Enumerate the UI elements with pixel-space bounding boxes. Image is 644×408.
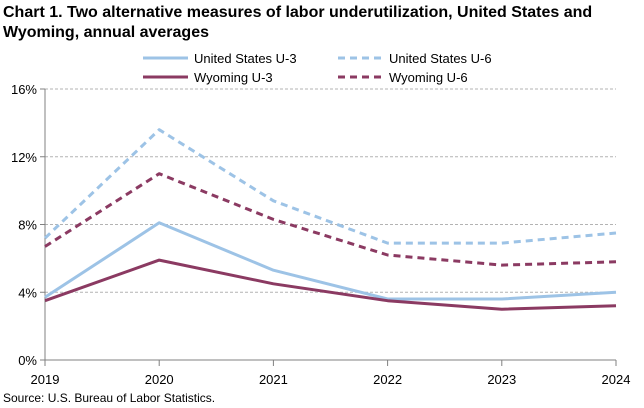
x-tick-labels: 2019 2020 2021 2022 2023 2024 (31, 372, 631, 387)
x-tick-label-2024: 2024 (602, 372, 631, 387)
x-tick-label-2021: 2021 (259, 372, 288, 387)
x-tick-label-2023: 2023 (487, 372, 516, 387)
y-tick-label-12: 12% (11, 150, 37, 165)
legend: United States U-3 United States U-6 Wyomin… (143, 51, 492, 85)
source-note: Source: U.S. Bureau of Labor Statistics. (3, 391, 216, 405)
x-tick-label-2022: 2022 (373, 372, 402, 387)
series-line-wyoming-u-6 (44, 172, 617, 267)
y-tick-label-0: 0% (18, 353, 37, 368)
legend-label-wyoming-u-3: Wyoming U-3 (194, 70, 273, 85)
x-tick-label-2020: 2020 (145, 372, 174, 387)
legend-label-united-states-u-3: United States U-3 (194, 51, 297, 66)
x-tick-label-2019: 2019 (31, 372, 60, 387)
series-line-wyoming-u-3 (44, 258, 617, 311)
legend-label-wyoming-u-6: Wyoming U-6 (389, 70, 468, 85)
series-lines (43, 128, 617, 311)
y-tick-label-16: 16% (11, 82, 37, 97)
y-tick-label-8: 8% (18, 218, 37, 233)
legend-label-united-states-u-6: United States U-6 (389, 51, 492, 66)
series-line-united-states-u-6 (43, 128, 617, 245)
y-tick-labels: 0% 4% 8% 12% 16% (11, 82, 37, 368)
chart-title: Chart 1. Two alternative measures of lab… (3, 4, 593, 41)
series-line-united-states-u-3 (44, 221, 617, 301)
axes (40, 88, 617, 366)
y-tick-label-4: 4% (18, 285, 37, 300)
